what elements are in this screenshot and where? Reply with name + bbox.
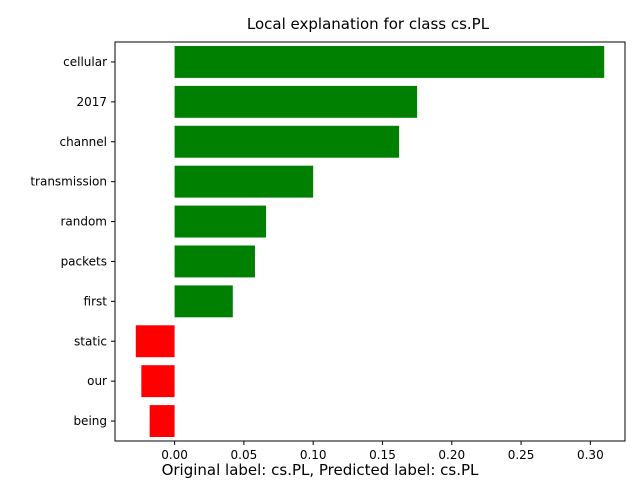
bar-cellular <box>174 45 605 78</box>
bar-static <box>135 325 175 358</box>
x-tick-label: 0.30 <box>577 448 604 462</box>
bar-2017 <box>174 85 418 118</box>
y-tick-label: first <box>84 294 108 308</box>
y-tick-label: channel <box>60 135 107 149</box>
x-tick-label: 0.05 <box>231 448 258 462</box>
x-tick-label: 0.25 <box>508 448 535 462</box>
bar-first <box>174 285 233 318</box>
y-tick-label: 2017 <box>76 95 107 109</box>
y-tick-label: transmission <box>30 175 107 189</box>
y-tick-label: our <box>87 374 107 388</box>
bar-channel <box>174 125 400 158</box>
plot-frame <box>114 41 626 442</box>
x-tick-label: 0.20 <box>438 448 465 462</box>
chart-title: Local explanation for class cs.PL <box>247 15 490 33</box>
y-tick-label: packets <box>61 254 107 268</box>
bar-random <box>174 205 267 238</box>
bars <box>135 45 605 438</box>
y-tick-label: random <box>60 215 107 229</box>
chart-caption: Original label: cs.PL, Predicted label: … <box>162 461 479 479</box>
bar-transmission <box>174 165 314 198</box>
bar-our <box>141 365 175 398</box>
y-tick-label: being <box>73 414 107 428</box>
axes: cellular 2017 channel transmission random pac… <box>30 41 626 462</box>
bar-being <box>149 405 175 438</box>
y-tick-label: static <box>74 334 107 348</box>
x-tick-label: 0.00 <box>161 448 188 462</box>
x-tick-label: 0.10 <box>300 448 327 462</box>
bar-packets <box>174 245 255 278</box>
y-tick-label: cellular <box>63 55 107 69</box>
x-tick-label: 0.15 <box>369 448 396 462</box>
